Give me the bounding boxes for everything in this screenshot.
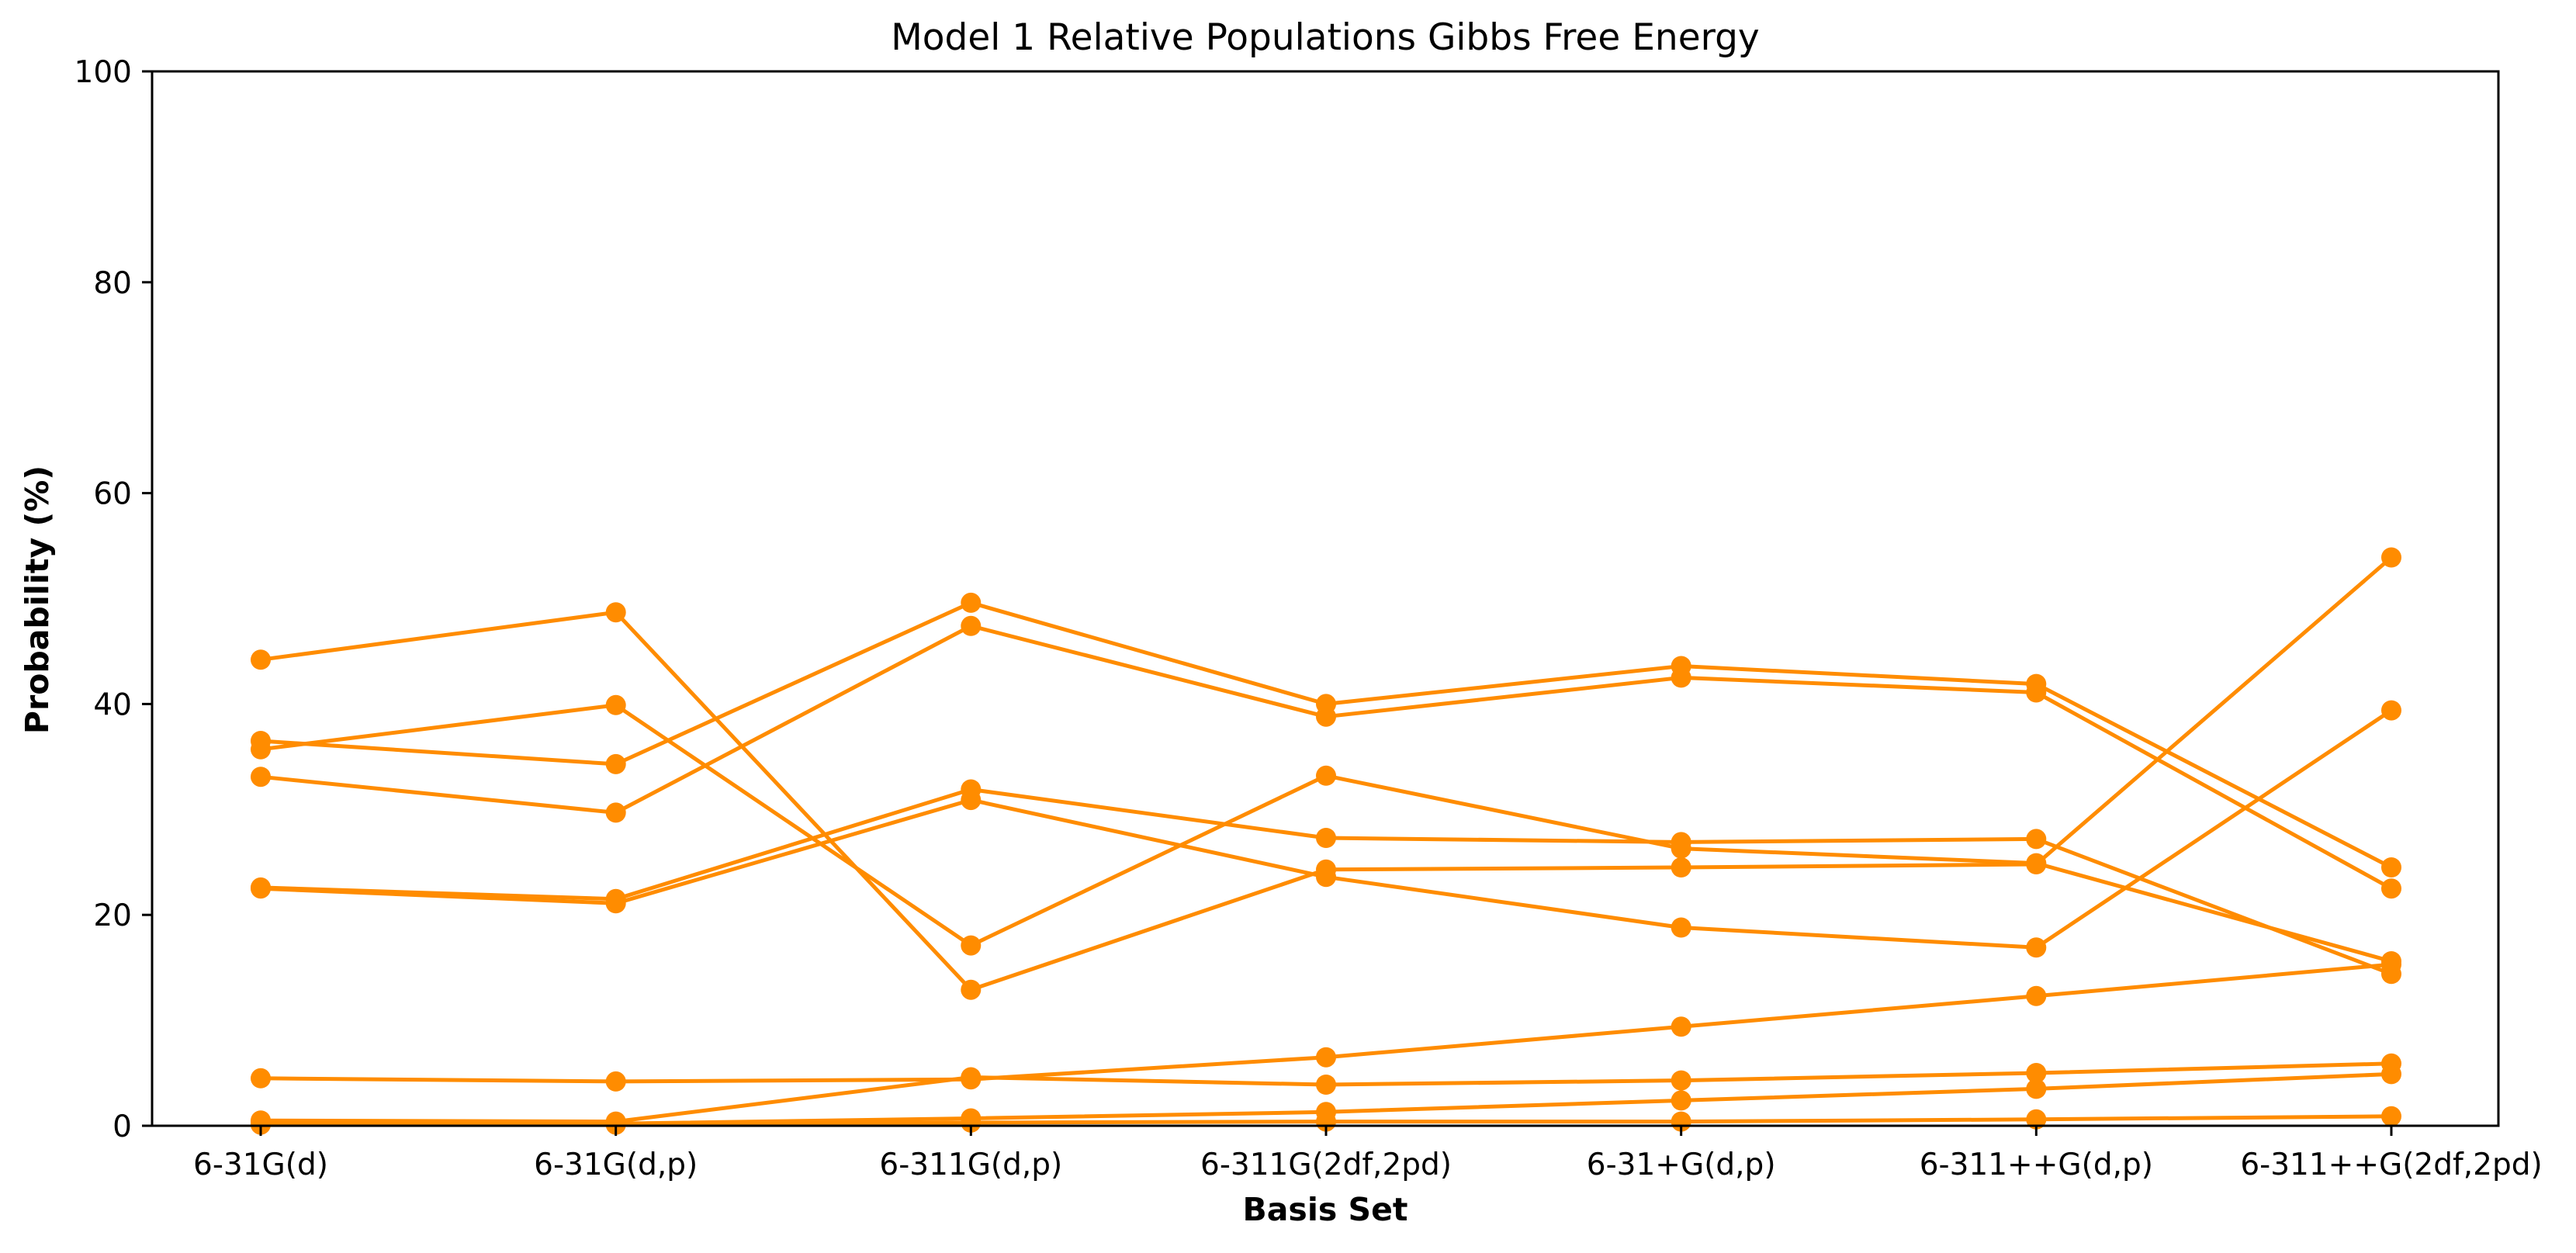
- series-layer: [251, 547, 2401, 1135]
- data-point: [2381, 547, 2401, 568]
- data-point: [605, 893, 626, 914]
- data-point: [2026, 853, 2047, 874]
- data-point: [1316, 867, 1336, 888]
- data-point: [961, 1067, 982, 1088]
- data-point: [2026, 1109, 2047, 1130]
- data-point: [2026, 829, 2047, 850]
- data-point: [605, 1071, 626, 1092]
- data-point: [961, 615, 982, 636]
- y-tick-label: 80: [93, 266, 132, 301]
- series-4: [251, 615, 2401, 899]
- y-tick-label: 40: [93, 687, 132, 722]
- series-line: [258, 601, 2394, 870]
- x-tick-label: 6-311++G(d,p): [1920, 1147, 2153, 1182]
- data-point: [1316, 706, 1336, 727]
- x-tick-label: 6-31G(d): [193, 1147, 328, 1182]
- data-point: [1316, 1075, 1336, 1095]
- data-point: [1316, 765, 1336, 786]
- data-point: [961, 979, 982, 1000]
- x-tick-label: 6-31+G(d,p): [1587, 1147, 1776, 1182]
- data-point: [961, 935, 982, 956]
- data-point: [2381, 857, 2401, 877]
- x-tick-label: 6-311G(2df,2pd): [1200, 1147, 1452, 1182]
- data-point: [251, 1068, 271, 1089]
- x-tick-label: 6-311++G(2df,2pd): [2240, 1147, 2542, 1182]
- series-line: [258, 624, 2394, 891]
- data-point: [605, 694, 626, 715]
- data-point: [1316, 1047, 1336, 1068]
- data-point: [1316, 828, 1336, 848]
- series-6: [251, 700, 2401, 958]
- data-point: [2381, 954, 2401, 975]
- tick-layer: 6-31G(d) 6-31G(d,p) 6-311G(d,p) 6-311G(2df,…: [74, 55, 2543, 1182]
- data-point: [961, 1112, 982, 1133]
- series-7: [251, 954, 2401, 1092]
- data-point: [1671, 1016, 1691, 1037]
- x-tick-label: 6-31G(d,p): [534, 1147, 698, 1182]
- data-point: [251, 767, 271, 787]
- data-point: [2381, 1064, 2401, 1085]
- data-point: [1671, 1070, 1691, 1091]
- plot-frame: [151, 70, 2500, 1127]
- x-tick-label: 6-311G(d,p): [879, 1147, 1062, 1182]
- data-point: [251, 878, 271, 899]
- data-point: [2026, 1063, 2047, 1083]
- chart-title: Model 1 Relative Populations Gibbs Free …: [891, 16, 1760, 59]
- data-point: [1671, 917, 1691, 938]
- data-point: [2026, 1078, 2047, 1099]
- data-point: [251, 739, 271, 760]
- y-tick-label: 0: [113, 1109, 132, 1144]
- data-point: [961, 790, 982, 811]
- data-point: [1671, 1090, 1691, 1111]
- data-point: [2381, 878, 2401, 899]
- data-point: [1671, 667, 1691, 688]
- data-point: [605, 753, 626, 774]
- data-point: [1671, 857, 1691, 877]
- data-point: [2381, 1106, 2401, 1127]
- data-point: [2026, 937, 2047, 958]
- data-point: [961, 592, 982, 613]
- data-point: [1671, 832, 1691, 853]
- data-point: [605, 802, 626, 823]
- data-point: [2381, 700, 2401, 721]
- x-axis-label: Basis Set: [1243, 1191, 1408, 1228]
- y-axis-label: Probability (%): [19, 466, 56, 734]
- data-point: [605, 602, 626, 623]
- data-point: [251, 649, 271, 670]
- data-point: [2026, 682, 2047, 703]
- y-tick-label: 20: [93, 898, 132, 933]
- data-point: [2026, 985, 2047, 1006]
- y-tick-label: 60: [93, 477, 132, 512]
- y-tick-label: 100: [74, 55, 132, 90]
